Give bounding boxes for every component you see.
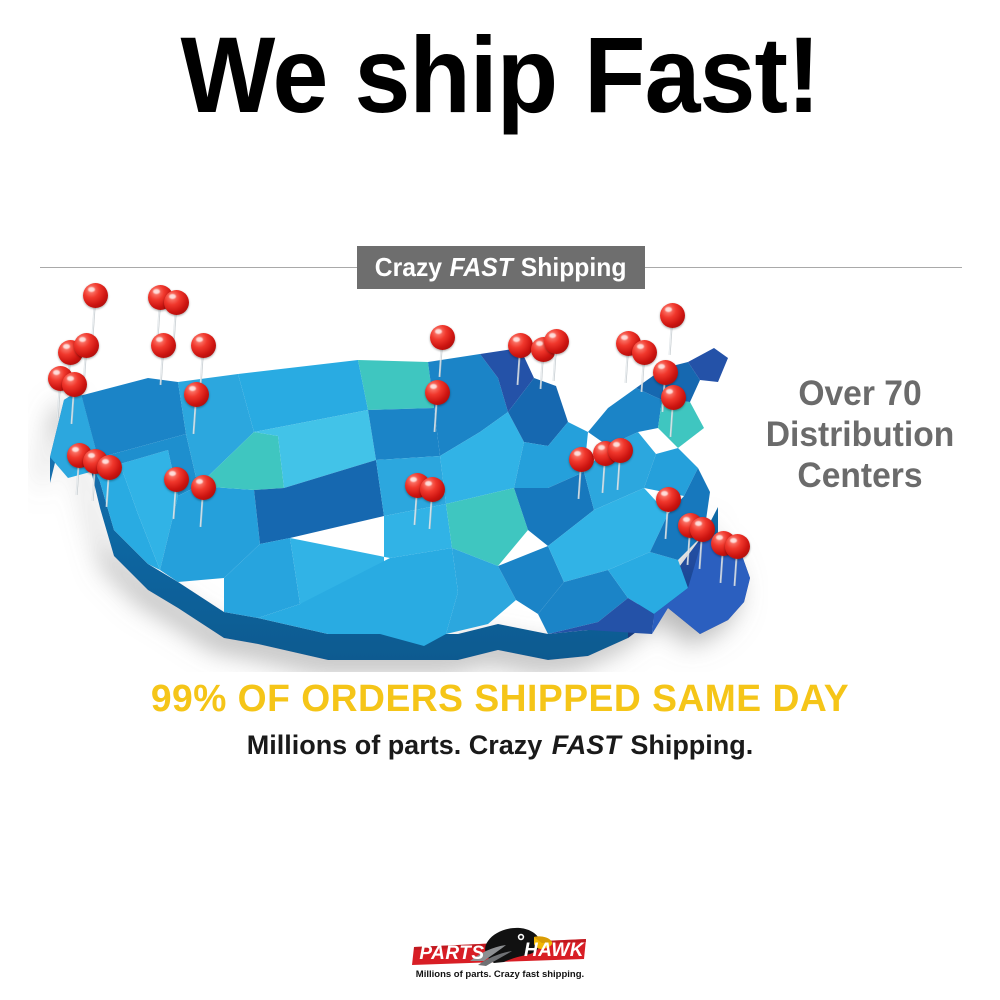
banner-text-emphasis: FAST: [449, 252, 513, 282]
callout-line-3: Centers: [797, 455, 923, 495]
same-day-shipping-headline: 99% OF ORDERS SHIPPED SAME DAY: [150, 678, 850, 720]
callout-line-1: Over 70: [798, 374, 922, 413]
tagline-pre: Millions of parts. Crazy: [246, 730, 543, 760]
tagline: Millions of parts. Crazy FAST Shipping.: [0, 730, 1000, 761]
divider-rule-left: [40, 267, 358, 268]
page-title: We ship Fast!: [180, 14, 820, 135]
distribution-centers-callout: Over 70 Distribution Centers: [747, 374, 974, 497]
hawk-icon: [470, 927, 553, 966]
logo-word-right: HAWK: [524, 940, 585, 961]
logo-word-left: PARTS: [419, 943, 484, 964]
us-map-graphic: [50, 348, 750, 660]
logo-tagline: Millions of parts. Crazy fast shipping.: [415, 969, 585, 980]
banner-text-pre: Crazy: [374, 252, 442, 282]
divider-rule-right: [644, 267, 962, 268]
us-distribution-map: [28, 282, 768, 672]
partshawk-logo[interactable]: PARTS HAWK Millions of parts. Crazy fast…: [408, 925, 592, 983]
map-states: [50, 348, 750, 646]
callout-line-2: Distribution: [765, 414, 955, 454]
banner-text-post: Shipping: [520, 252, 627, 282]
tagline-post: Shipping.: [630, 730, 754, 760]
tagline-emphasis: FAST: [551, 730, 621, 760]
partshawk-logo-graphic: PARTS HAWK: [412, 927, 586, 966]
crazy-fast-shipping-banner: Crazy FAST Shipping: [357, 246, 645, 289]
